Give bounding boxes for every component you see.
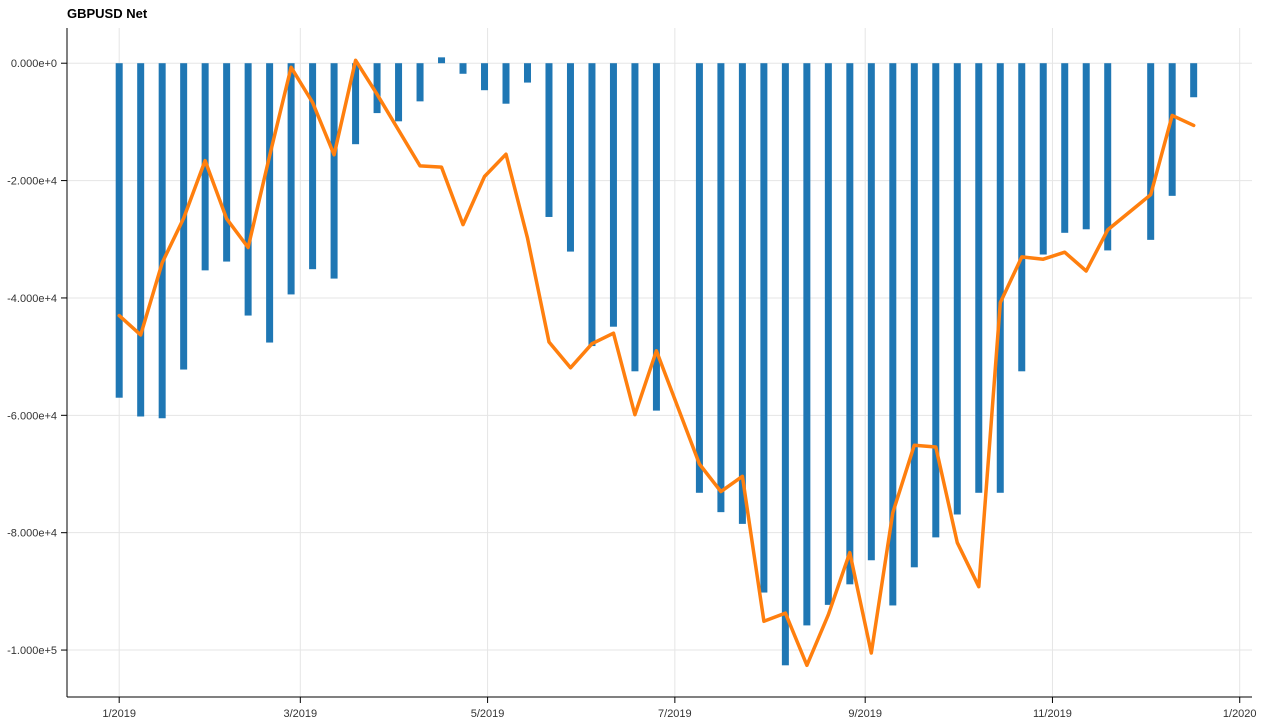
bar [223,63,231,262]
bar [137,63,145,417]
bar [652,63,660,411]
bar [330,63,338,279]
bar [158,63,166,419]
bar [352,63,360,145]
x-tick-label: 11/2019 [1033,708,1072,720]
bar [502,63,510,104]
bar [1168,63,1176,196]
bar [201,63,209,271]
bar [631,63,639,372]
y-tick-label: -8.000e+4 [7,528,57,540]
x-tick-label: 9/2019 [848,708,882,720]
y-tick-label: -2.000e+4 [7,176,57,188]
bar [867,63,875,561]
bar [803,63,811,626]
bar [695,63,703,493]
x-tick-label: 3/2019 [283,708,317,720]
x-tick-label: 1/2019 [102,708,136,720]
bar [287,63,295,295]
bar [545,63,553,217]
bar [266,63,274,343]
axes: 0.000e+0 -2.000e+4 -4.000e+4 -6.000e+4 -8.00… [7,28,1257,720]
bar [566,63,574,252]
bar-series [115,57,1198,666]
bar [910,63,918,568]
bar [416,63,424,102]
bar [609,63,617,327]
bar [1018,63,1026,372]
bar [1147,63,1155,240]
x-tick-label: 1/2020 [1223,708,1257,720]
bar [932,63,940,538]
bar [760,63,768,593]
bar [889,63,897,606]
bar [395,63,403,122]
bar [996,63,1004,493]
bar [459,63,467,74]
grid [67,28,1252,697]
bar [846,63,854,585]
bar [975,63,983,493]
bar [1082,63,1090,230]
bar [953,63,961,515]
bar [115,63,123,398]
bar [824,63,832,605]
bar [244,63,252,316]
chart-title: GBPUSD Net [67,6,148,21]
line-series [117,58,1196,668]
bar [781,63,789,666]
bar [588,63,596,347]
bar [438,57,446,64]
bar [373,63,381,114]
y-tick-label: -1.000e+5 [7,645,57,657]
y-tick-label: -4.000e+4 [7,293,57,305]
bar [717,63,725,513]
bar [481,63,489,91]
bar [523,63,531,83]
bar [738,63,746,524]
net-line [117,58,1196,668]
x-tick-label: 5/2019 [471,708,505,720]
bar [1039,63,1047,255]
y-tick-label: -6.000e+4 [7,410,57,422]
bar [309,63,317,270]
x-tick-label: 7/2019 [658,708,692,720]
bar [1104,63,1112,251]
bar [1190,63,1198,98]
y-tick-label: 0.000e+0 [11,58,57,70]
bar [1061,63,1069,233]
